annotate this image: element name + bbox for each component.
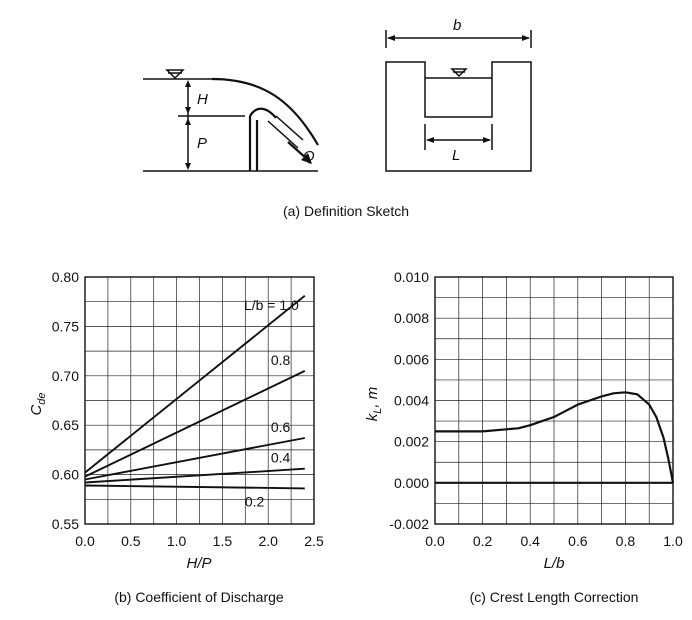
- flow-line-1: [267, 120, 299, 149]
- flow-line-2: [275, 115, 304, 141]
- x-tick-label: 0.5: [121, 533, 141, 549]
- chart-c-caption: (c) Crest Length Correction: [470, 589, 639, 605]
- series-line-0: [84, 295, 306, 474]
- weir-front-view: b L: [385, 17, 532, 172]
- label-Q: Q: [303, 148, 315, 165]
- x-tick-label: 2.0: [258, 533, 278, 549]
- x-tick-label: 0.6: [568, 533, 588, 549]
- y-tick-label: 0.60: [52, 467, 79, 483]
- y-tick-label: 0.010: [394, 269, 429, 285]
- chart-c-ylabel: kL, m: [364, 387, 384, 421]
- water-surface-symbol-left: [165, 69, 185, 80]
- x-tick-label: 1.0: [167, 533, 187, 549]
- series-line-1: [84, 370, 306, 478]
- series-label-4: 0.2: [245, 493, 265, 509]
- series-label-0: L/b = 1.0: [244, 297, 299, 313]
- chart-b-tick-labels: 0.0 0.5 1.0 1.5 2.0 2.5 0.55 0.60 0.65 0.70 0.75 0.…: [52, 269, 324, 549]
- chart-b-xlabel: H/P: [186, 555, 211, 572]
- label-H: H: [197, 91, 208, 108]
- series-label-2: 0.6: [271, 419, 291, 435]
- y-tick-label: 0.006: [394, 351, 429, 367]
- nappe-upper: [211, 77, 319, 146]
- flow-arrow-head: [301, 153, 312, 164]
- x-tick-label: 0.0: [75, 533, 95, 549]
- chart-c-series: [435, 391, 675, 484]
- chart-c-tick-labels: 0.0 0.2 0.4 0.6 0.8 1.0 -0.002 0.000 0.002 0.004 0…: [389, 269, 683, 549]
- y-tick-label: 0.80: [52, 269, 79, 285]
- weir-plate-outline: [385, 61, 532, 172]
- flow-arrow-shaft: [287, 141, 308, 160]
- chart-b-frame: [84, 276, 315, 525]
- x-tick-label: 1.5: [213, 533, 233, 549]
- y-tick-label: 0.008: [394, 310, 429, 326]
- label-P: P: [197, 135, 207, 152]
- x-tick-label: 0.8: [616, 533, 636, 549]
- series-line-3: [84, 467, 305, 484]
- coefficient-chart: L/b = 1.0 0.8 0.6 0.4 0.2 0.0 0.5 1.0 1.5 2.0 2.5…: [28, 269, 324, 605]
- chart-c-grid: [434, 276, 674, 525]
- chart-b-ylabel: Cde: [28, 392, 48, 415]
- series-line-2: [84, 437, 305, 481]
- y-tick-label: 0.65: [52, 417, 79, 433]
- y-tick-label: 0.55: [52, 516, 79, 532]
- nappe-lower: [249, 107, 277, 119]
- label-b: b: [453, 17, 461, 34]
- series-line-4: [84, 484, 305, 490]
- x-tick-label: 2.5: [304, 533, 324, 549]
- x-tick-label: 1.0: [663, 533, 683, 549]
- y-tick-label: 0.75: [52, 318, 79, 334]
- y-tick-label: 0.002: [394, 434, 429, 450]
- series-label-1: 0.8: [271, 352, 291, 368]
- weir-side-view: H P Q: [143, 69, 319, 172]
- x-tick-label: 0.2: [473, 533, 493, 549]
- chart-b-series: L/b = 1.0 0.8 0.6 0.4 0.2: [84, 295, 306, 509]
- series-line-0: [435, 391, 675, 484]
- series-label-3: 0.4: [271, 450, 291, 466]
- sketch-caption: (a) Definition Sketch: [283, 203, 409, 219]
- y-tick-label: 0.004: [394, 393, 429, 409]
- x-tick-label: 0.4: [520, 533, 540, 549]
- crest-length-chart: 0.0 0.2 0.4 0.6 0.8 1.0 -0.002 0.000 0.002 0.004 0…: [364, 269, 683, 605]
- y-tick-label: -0.002: [389, 516, 429, 532]
- chart-b-caption: (b) Coefficient of Discharge: [114, 589, 284, 605]
- x-tick-label: 0.0: [425, 533, 445, 549]
- y-tick-label: 0.70: [52, 368, 79, 384]
- y-tick-label: 0.000: [394, 475, 429, 491]
- chart-c-xlabel: L/b: [544, 555, 565, 572]
- chart-c-frame: [434, 276, 674, 525]
- label-L: L: [452, 147, 460, 164]
